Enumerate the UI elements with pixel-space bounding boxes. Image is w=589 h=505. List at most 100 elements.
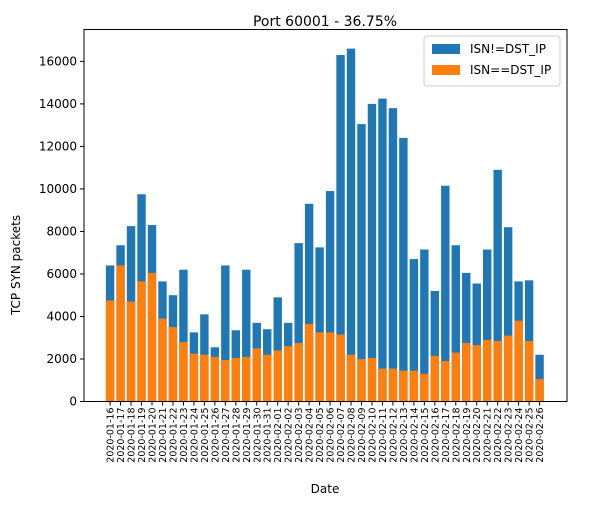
bar-s1-2020-01-18 <box>126 301 136 402</box>
x-tick-label: 2020-02-18 <box>451 408 462 463</box>
legend-swatch-isn-eq <box>432 65 460 75</box>
x-tick-label: 2020-02-22 <box>493 408 504 463</box>
bar-s0-2020-02-19 <box>462 272 471 402</box>
x-tick-label: 2020-01-24 <box>189 408 200 463</box>
bar-s1-2020-01-29 <box>242 356 251 402</box>
x-tick-label: 2020-02-14 <box>409 408 420 463</box>
bar-s1-2020-01-20 <box>147 272 157 402</box>
x-tick-label: 2020-01-22 <box>168 408 179 463</box>
x-tick-label: 2020-02-15 <box>420 408 431 463</box>
bar-s1-2020-02-18 <box>451 352 460 402</box>
bar-s1-2020-02-17 <box>441 361 450 402</box>
x-tick-label: 2020-02-10 <box>367 408 378 463</box>
bar-s1-2020-01-17 <box>116 265 125 402</box>
x-tick-label: 2020-02-24 <box>514 408 525 463</box>
bar-s0-2020-02-22 <box>493 169 502 402</box>
x-tick-label: 2020-02-26 <box>535 408 546 463</box>
y-tick-label: 8000 <box>46 224 77 238</box>
bar-s1-2020-01-28 <box>231 357 240 402</box>
bar-s0-2020-02-13 <box>399 137 408 402</box>
y-tick-label: 0 <box>69 395 77 409</box>
x-tick-label: 2020-01-29 <box>242 408 253 463</box>
x-tick-label: 2020-02-11 <box>378 408 389 463</box>
bar-s0-2020-02-01 <box>273 297 282 402</box>
y-tick-label: 10000 <box>39 182 77 196</box>
bar-s1-2020-02-02 <box>283 346 293 402</box>
bar-s1-2020-02-07 <box>336 334 345 402</box>
bar-s1-2020-02-01 <box>273 350 282 402</box>
x-tick-label: 2020-02-25 <box>525 408 536 463</box>
bar-s0-2020-02-26 <box>535 354 544 402</box>
x-tick-label: 2020-02-12 <box>388 408 399 463</box>
bar-s0-2020-02-21 <box>483 249 492 402</box>
bar-s1-2020-01-22 <box>168 327 178 402</box>
x-tick-label: 2020-01-31 <box>263 408 274 463</box>
bar-s0-2020-02-23 <box>503 227 513 402</box>
y-tick-label: 4000 <box>46 309 77 323</box>
bar-s1-2020-02-09 <box>357 358 366 402</box>
x-tick-label: 2020-02-13 <box>399 408 410 463</box>
bar-s0-2020-02-11 <box>378 98 387 402</box>
x-tick-label: 2020-02-21 <box>483 408 494 463</box>
x-tick-label: 2020-01-18 <box>127 408 138 463</box>
bar-s1-2020-02-20 <box>472 345 481 402</box>
bar-s0-2020-02-09 <box>357 124 366 402</box>
x-tick-label: 2020-02-01 <box>273 408 284 463</box>
bar-s0-2020-02-04 <box>304 203 314 402</box>
bar-s1-2020-01-27 <box>221 360 230 402</box>
x-tick-label: 2020-01-27 <box>221 408 232 463</box>
bar-s0-2020-02-14 <box>409 259 419 402</box>
x-tick-label: 2020-02-20 <box>472 408 483 463</box>
bar-s1-2020-02-21 <box>483 339 492 402</box>
y-tick-label: 16000 <box>39 54 77 68</box>
bar-s1-2020-01-26 <box>210 356 220 402</box>
bar-s1-2020-01-21 <box>158 318 167 402</box>
legend: ISN!=DST_IP ISN==DST_IP <box>423 35 561 87</box>
chart-title: Port 60001 - 36.75% <box>253 14 397 30</box>
x-tick-label: 2020-01-25 <box>200 408 211 463</box>
bar-s0-2020-02-07 <box>336 55 345 402</box>
bar-s0-2020-02-12 <box>388 108 398 402</box>
legend-label-isn-eq: ISN==DST_IP <box>470 63 551 77</box>
x-tick-label: 2020-02-03 <box>294 408 305 463</box>
bar-s1-2020-02-22 <box>493 340 502 402</box>
bar-s1-2020-02-05 <box>315 332 324 402</box>
bar-s0-2020-02-03 <box>294 243 303 402</box>
plot-frame <box>83 29 568 402</box>
x-axis-title: Date <box>311 482 340 496</box>
bar-s0-2020-01-23 <box>179 269 188 402</box>
bar-s1-2020-01-30 <box>252 348 261 402</box>
bar-s0-2020-02-15 <box>420 249 429 402</box>
x-tick-label: 2020-02-02 <box>284 408 295 463</box>
bar-s1-2020-02-14 <box>409 370 419 402</box>
bar-s1-2020-01-31 <box>263 354 272 402</box>
x-tick-label: 2020-01-21 <box>158 408 169 463</box>
x-tick-label: 2020-02-09 <box>357 408 368 463</box>
bar-s0-2020-02-25 <box>524 280 534 402</box>
bar-s0-2020-02-06 <box>325 191 335 402</box>
bar-s0-2020-01-29 <box>242 269 251 402</box>
bar-s0-2020-02-18 <box>451 245 460 402</box>
x-tick-label: 2020-02-07 <box>336 408 347 463</box>
x-tick-label: 2020-02-08 <box>347 408 358 463</box>
x-tick-label: 2020-02-19 <box>462 408 473 463</box>
x-tick-label: 2020-01-30 <box>252 408 263 463</box>
y-tick-label: 12000 <box>39 139 77 153</box>
bar-s0-2020-02-05 <box>315 247 324 402</box>
bar-s0-2020-02-20 <box>472 283 481 402</box>
x-tick-label: 2020-02-05 <box>315 408 326 463</box>
legend-swatch-isn-neq <box>432 44 460 54</box>
x-tick-label: 2020-02-06 <box>326 408 337 463</box>
bar-s1-2020-02-10 <box>367 357 377 402</box>
y-tick-label: 2000 <box>46 352 77 366</box>
bar-s1-2020-01-23 <box>179 341 188 402</box>
y-axis: 0 2000 4000 6000 8000 10000 12000 14000 16000 <box>39 54 84 409</box>
bar-s1-2020-02-11 <box>378 368 387 402</box>
bar-s1-2020-01-25 <box>200 354 209 402</box>
series-isn-eq-bars <box>105 265 544 402</box>
bar-s0-2020-02-16 <box>430 290 440 402</box>
bar-s1-2020-02-16 <box>430 355 440 402</box>
bar-s1-2020-02-26 <box>535 379 544 402</box>
bar-s1-2020-02-25 <box>524 340 534 402</box>
